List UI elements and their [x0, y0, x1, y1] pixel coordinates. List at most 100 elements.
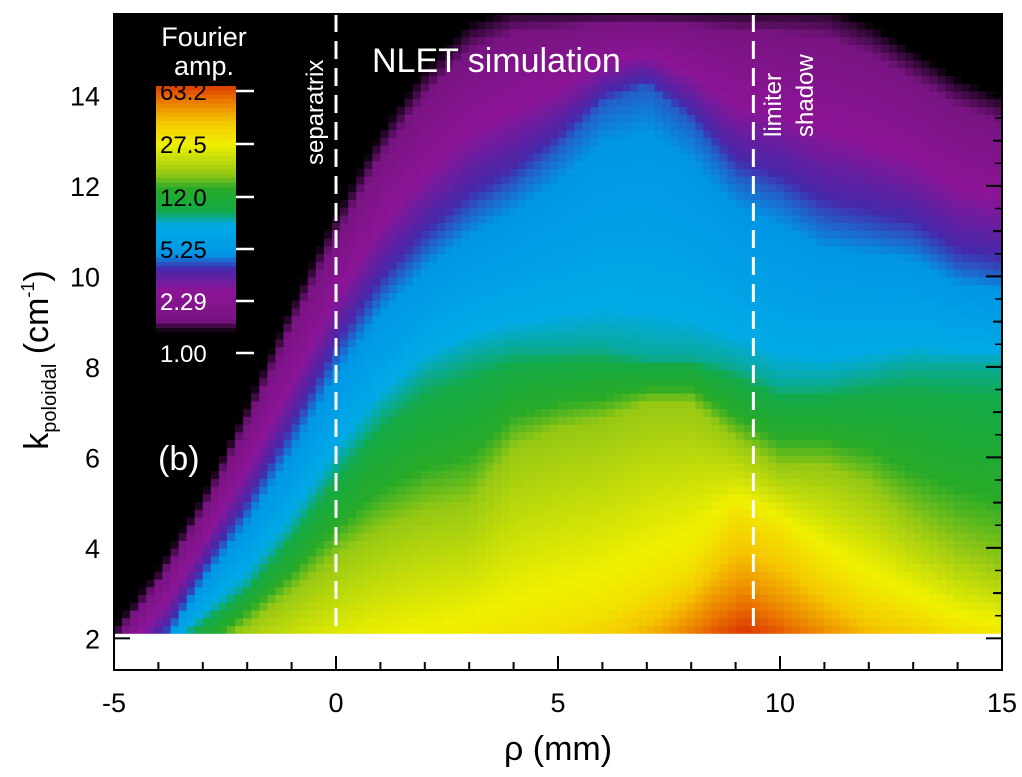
- heatmap-cell: [428, 168, 438, 178]
- heatmap-cell: [267, 37, 277, 46]
- heatmap-cell: [606, 362, 616, 371]
- heatmap-cell: [146, 246, 155, 255]
- heatmap-cell: [549, 393, 559, 402]
- heatmap-cell: [453, 540, 462, 550]
- heatmap-cell: [509, 37, 519, 46]
- heatmap-cell: [146, 432, 155, 441]
- heatmap-cell: [130, 60, 139, 69]
- heatmap-cell: [307, 378, 317, 387]
- heatmap-cell: [517, 409, 527, 418]
- heatmap-cell: [396, 393, 406, 402]
- heatmap-cell: [412, 161, 422, 170]
- heatmap-cell: [364, 432, 373, 441]
- heatmap-cell: [558, 525, 567, 534]
- heatmap-cell: [582, 409, 591, 418]
- heatmap-cell: [453, 254, 462, 263]
- heatmap-cell: [396, 331, 406, 340]
- heatmap-cell: [598, 564, 608, 573]
- heatmap-cell: [614, 145, 624, 155]
- heatmap-cell: [509, 29, 519, 38]
- heatmap-cell: [315, 316, 325, 325]
- heatmap-cell: [299, 269, 309, 279]
- heatmap-cell: [517, 626, 527, 635]
- heatmap-cell: [566, 292, 575, 302]
- heatmap-cell: [566, 269, 575, 279]
- heatmap-cell: [485, 37, 495, 46]
- heatmap-cell: [251, 610, 260, 619]
- heatmap-cell: [372, 486, 381, 495]
- heatmap-cell: [299, 37, 309, 46]
- heatmap-cell: [574, 52, 583, 62]
- heatmap-cell: [291, 145, 301, 155]
- heatmap-cell: [549, 540, 559, 550]
- heatmap-cell: [541, 99, 551, 108]
- heatmap-cell: [549, 595, 559, 604]
- heatmap-cell: [606, 91, 616, 100]
- heatmap-cell: [558, 347, 567, 356]
- heatmap-cell: [251, 215, 260, 224]
- heatmap-cell: [525, 137, 535, 147]
- heatmap-cell: [590, 308, 599, 317]
- heatmap-cell: [323, 292, 333, 302]
- heatmap-cell: [146, 517, 155, 526]
- heatmap-cell: [558, 595, 567, 604]
- heatmap-cell: [323, 130, 333, 139]
- heatmap-cell: [428, 354, 438, 364]
- heatmap-cell: [412, 540, 422, 550]
- heatmap-cell: [348, 14, 357, 23]
- heatmap-cell: [412, 316, 422, 325]
- heatmap-cell: [227, 626, 236, 635]
- heatmap-cell: [267, 416, 277, 426]
- heatmap-cell: [404, 564, 414, 573]
- heatmap-cell: [259, 316, 268, 325]
- heatmap-cell: [227, 347, 236, 356]
- heatmap-cell: [323, 44, 333, 54]
- heatmap-cell: [259, 14, 268, 23]
- heatmap-cell: [558, 362, 567, 371]
- heatmap-cell: [356, 494, 365, 503]
- heatmap-cell: [202, 525, 212, 534]
- heatmap-cell: [259, 207, 268, 217]
- heatmap-cell: [267, 106, 277, 116]
- heatmap-cell: [598, 230, 608, 240]
- heatmap-cell: [235, 571, 244, 581]
- heatmap-cell: [614, 114, 624, 124]
- heatmap-cell: [485, 308, 495, 317]
- heatmap-cell: [598, 83, 608, 93]
- heatmap-cell: [404, 323, 414, 333]
- heatmap-cell: [283, 587, 293, 596]
- heatmap-cell: [283, 37, 293, 46]
- heatmap-cell: [517, 564, 527, 573]
- heatmap-cell: [178, 68, 188, 77]
- heatmap-cell: [590, 215, 599, 224]
- heatmap-cell: [541, 308, 551, 317]
- heatmap-cell: [566, 455, 575, 464]
- heatmap-cell: [340, 168, 349, 178]
- heatmap-cell: [227, 533, 236, 542]
- heatmap-cell: [299, 238, 309, 248]
- heatmap-cell: [574, 153, 583, 162]
- heatmap-cell: [235, 347, 244, 356]
- heatmap-cell: [558, 463, 567, 472]
- heatmap-cell: [436, 610, 446, 619]
- heatmap-cell: [162, 347, 172, 356]
- heatmap-cell: [186, 471, 196, 480]
- heatmap-cell: [178, 556, 188, 565]
- heatmap-cell: [299, 455, 309, 464]
- heatmap-cell: [267, 502, 277, 511]
- heatmap-cell: [251, 447, 260, 457]
- heatmap-cell: [549, 587, 559, 596]
- heatmap-cell: [210, 68, 220, 77]
- heatmap-cell: [380, 533, 390, 542]
- heatmap-cell: [485, 494, 495, 503]
- heatmap-cell: [130, 347, 139, 356]
- heatmap-cell: [315, 75, 325, 85]
- heatmap-cell: [509, 122, 519, 131]
- heatmap-cell: [582, 447, 591, 457]
- heatmap-cell: [130, 440, 139, 449]
- heatmap-cell: [436, 44, 446, 54]
- heatmap-cell: [267, 362, 277, 371]
- heatmap-cell: [130, 478, 139, 488]
- heatmap-cell: [566, 91, 575, 100]
- heatmap-cell: [259, 44, 268, 54]
